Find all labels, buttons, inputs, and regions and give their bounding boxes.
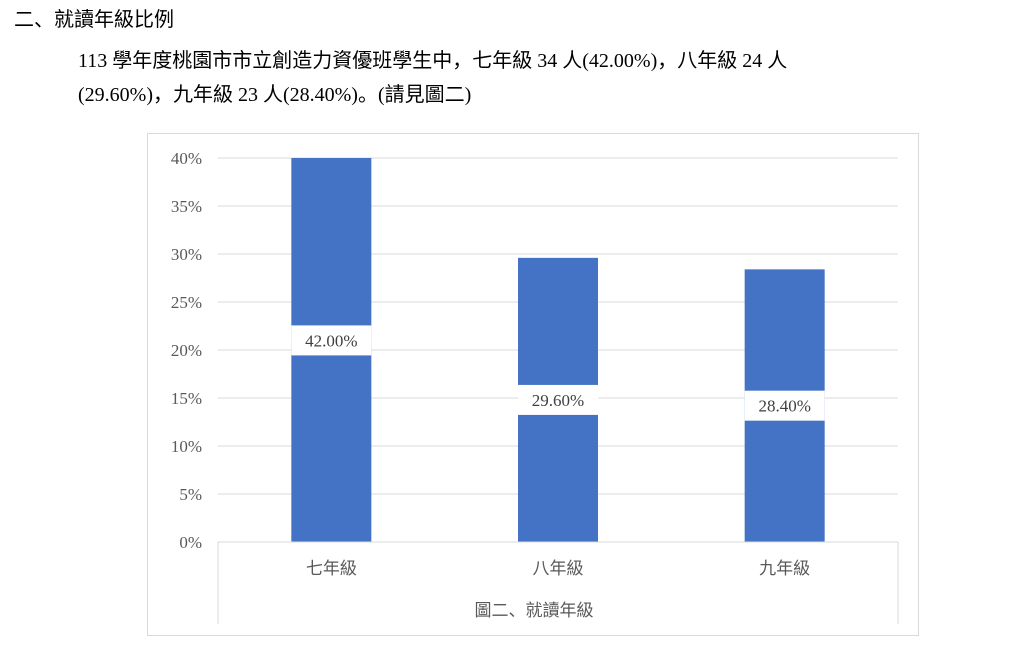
x-tick-label: 八年級 [533,559,584,578]
data-label: 28.40% [758,397,810,416]
y-tick-label: 20% [171,341,202,360]
data-label-box [291,325,372,356]
data-label: 42.00% [305,331,357,350]
section-heading: 二、就讀年級比例 [14,9,174,31]
x-axis-ticks: 七年級 八年級 九年級 [306,559,810,578]
y-tick-label: 5% [179,485,202,504]
y-tick-label: 0% [179,533,202,552]
y-tick-label: 40% [171,149,202,168]
category-axis [217,541,899,624]
data-label-box [518,384,598,415]
chart-frame: 0% 5% 10% 15% 20% 25% 30% 35% 40% 七年級 八年級 九年級 42.0… [147,133,919,636]
paragraph-line-1: 113 學年度桃園市市立創造力資優班學生中，七年級 34 人(42.00%)，八… [78,50,788,72]
y-tick-label: 30% [171,245,202,264]
y-tick-label: 10% [171,437,202,456]
paragraph-line-2: (29.60%)，九年級 23 人(28.40%)。(請見圖二) [78,84,472,106]
x-axis-title: 圖二、就讀年級 [475,601,594,620]
y-axis-ticks: 0% 5% 10% 15% 20% 25% 30% 35% 40% [171,149,202,552]
y-tick-label: 35% [171,197,202,216]
y-tick-label: 15% [171,389,202,408]
y-tick-label: 25% [171,293,202,312]
data-label: 29.60% [532,391,584,410]
data-labels: 42.00% 29.60% 28.40% [291,325,825,421]
data-label-box [744,390,825,421]
grade-ratio-bar-chart: 0% 5% 10% 15% 20% 25% 30% 35% 40% 七年級 八年級 九年級 42.0… [171,149,899,624]
x-tick-label: 七年級 [306,559,357,578]
summary-paragraph: 113 學年度桃園市市立創造力資優班學生中，七年級 34 人(42.00%)，八… [78,44,998,112]
x-tick-label: 九年級 [759,559,810,578]
